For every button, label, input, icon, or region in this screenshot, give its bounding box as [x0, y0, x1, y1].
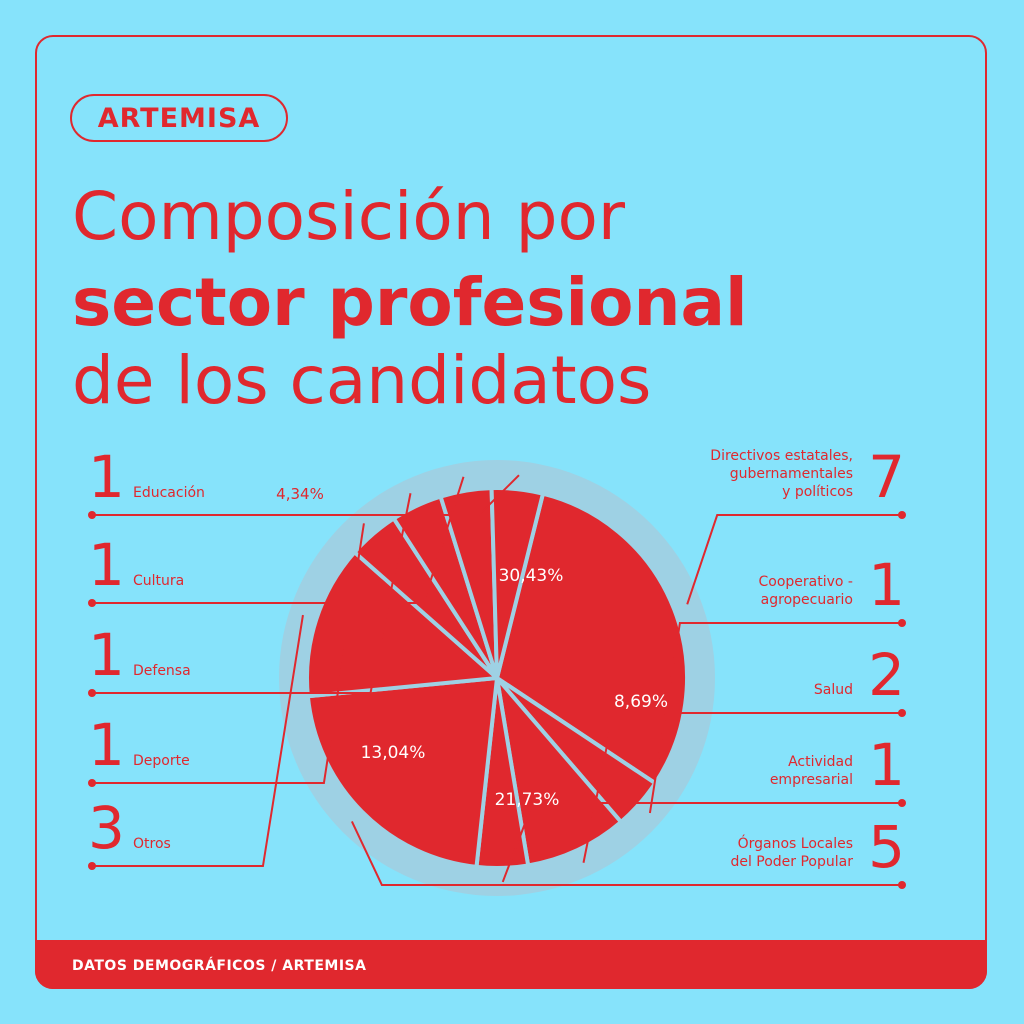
count-organos-locales-del-poder-popular: 5 — [868, 813, 905, 881]
footer-bar — [35, 940, 987, 989]
leader-dot-salud — [898, 709, 906, 717]
leader-line-cultura — [92, 476, 465, 604]
pct-label-educacion: 4,34% — [276, 485, 324, 503]
label-actividad-empresarial-1: empresarial — [770, 772, 853, 788]
title-line-3: de los candidatos — [72, 342, 652, 419]
pct-label-salud: 8,69% — [614, 692, 668, 712]
label-directivos-estatales-gubernamentales-y-politicos-1: gubernamentales — [730, 466, 853, 482]
label-organos-locales-del-poder-popular-1: del Poder Popular — [730, 854, 853, 870]
label-cooperativo-agropecuario-0: Cooperativo - — [759, 574, 853, 590]
leader-dot-deporte — [88, 779, 96, 787]
pct-label-otros: 13,04% — [361, 743, 426, 763]
title-line-2: sector profesional — [72, 264, 748, 341]
leader-dot-cultura — [88, 599, 96, 607]
label-defensa-0: Defensa — [133, 663, 191, 679]
count-deporte: 1 — [88, 711, 125, 779]
slice-organos-locales-del-poder-popular — [305, 676, 499, 869]
count-actividad-empresarial: 1 — [868, 731, 905, 799]
count-otros: 3 — [88, 794, 125, 862]
label-actividad-empresarial-0: Actividad — [788, 754, 853, 770]
leader-dot-defensa — [88, 689, 96, 697]
label-deporte-0: Deporte — [133, 753, 190, 769]
count-cooperativo-agropecuario: 1 — [868, 551, 905, 619]
count-directivos-estatales-gubernamentales-y-politicos: 7 — [868, 443, 905, 511]
leader-dot-actividad-empresarial — [898, 799, 906, 807]
label-otros-0: Otros — [133, 836, 171, 852]
region-badge: ARTEMISA — [70, 94, 288, 142]
pct-label-directivos-estatales-gubernamentales-y-politicos: 30,43% — [499, 566, 564, 586]
leader-line-educacion — [92, 474, 520, 516]
label-organos-locales-del-poder-popular-0: Órganos Locales — [738, 834, 853, 852]
leader-dot-educacion — [88, 511, 96, 519]
count-defensa: 1 — [88, 621, 125, 689]
leader-line-cooperativo-agropecuario — [648, 622, 902, 814]
label-cooperativo-agropecuario-1: agropecuario — [761, 592, 853, 608]
label-salud-0: Salud — [814, 682, 853, 698]
leader-dot-otros — [88, 862, 96, 870]
slice-directivos-estatales-gubernamentales-y-politicos — [495, 491, 689, 786]
leader-dot-directivos-estatales-gubernamentales-y-politicos — [898, 511, 906, 519]
leader-line-defensa — [92, 493, 412, 694]
title-line-1: Composición por — [72, 178, 625, 255]
count-educacion: 1 — [88, 443, 125, 511]
leader-line-actividad-empresarial — [501, 802, 902, 883]
slice-educacion — [489, 486, 545, 680]
count-cultura: 1 — [88, 531, 125, 599]
label-directivos-estatales-gubernamentales-y-politicos-0: Directivos estatales, — [710, 448, 853, 464]
leader-line-directivos-estatales-gubernamentales-y-politicos — [686, 514, 902, 605]
label-cultura-0: Cultura — [133, 573, 184, 589]
pct-label-organos-locales-del-poder-popular: 21,73% — [495, 790, 560, 810]
slice-salud — [495, 676, 623, 868]
label-directivos-estatales-gubernamentales-y-politicos-2: y políticos — [782, 484, 853, 500]
footer-text: DATOS DEMOGRÁFICOS / ARTEMISA — [72, 958, 367, 974]
leader-line-organos-locales-del-poder-popular — [350, 820, 902, 886]
leader-dot-organos-locales-del-poder-popular — [898, 881, 906, 889]
leader-line-otros — [92, 614, 304, 867]
leader-dot-cooperativo-agropecuario — [898, 619, 906, 627]
count-salud: 2 — [868, 641, 905, 709]
label-educacion-0: Educación — [133, 485, 205, 501]
leader-line-salud — [582, 712, 902, 863]
leader-line-deporte — [92, 523, 365, 784]
